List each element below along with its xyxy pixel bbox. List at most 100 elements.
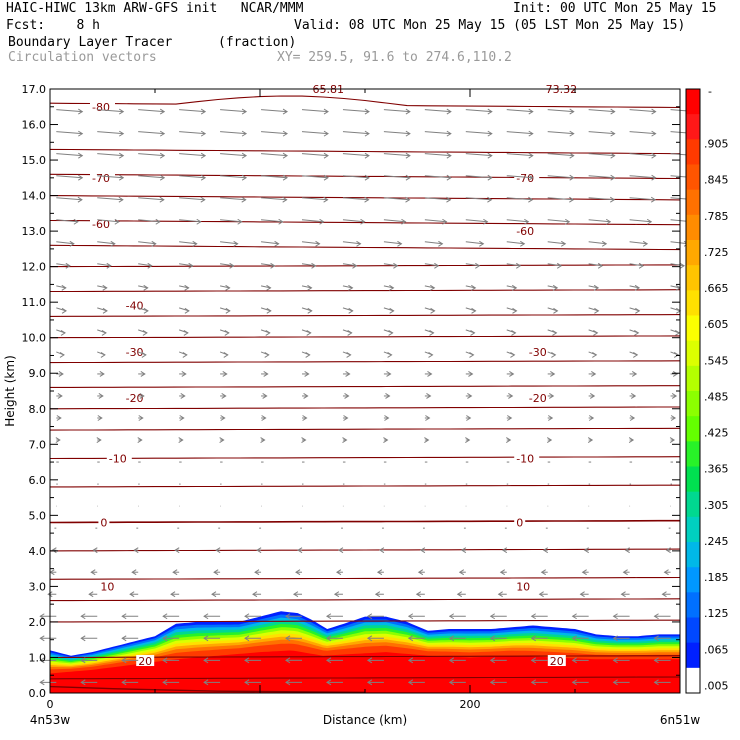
contour-label-bg (136, 655, 155, 667)
wind-vector (301, 197, 328, 201)
wind-vector (179, 131, 206, 135)
wind-vector-head (266, 307, 272, 314)
wind-vector-head (261, 415, 267, 421)
contour-label-bg (98, 516, 110, 528)
isotherm-line (50, 385, 680, 388)
wind-vector-head (233, 240, 239, 247)
wind-vector-head (405, 108, 411, 115)
wind-vector-head (260, 437, 266, 443)
wind-vector-head (407, 613, 414, 620)
wind-vector-head (581, 569, 587, 576)
wind-vector-head (97, 415, 103, 421)
contour-label: -30 (529, 346, 547, 359)
wind-vector-head (302, 415, 308, 421)
wind-vector (220, 109, 247, 113)
wind-vector (219, 285, 230, 289)
wind-vector-head (428, 351, 434, 358)
wind-vector-head (426, 393, 432, 399)
y-tick-label: 3.0 (29, 580, 47, 593)
contour-label-bg (90, 100, 115, 112)
wind-vector-head (628, 437, 635, 443)
wind-vector-head (405, 196, 411, 203)
wind-vector-head (379, 547, 385, 554)
wind-vector-head (282, 174, 288, 181)
wind-vector (220, 241, 238, 245)
wind-vector-head (159, 152, 166, 159)
wind-vector-head (39, 679, 45, 686)
colorbar-label: .425 (704, 427, 729, 440)
wind-vector (97, 219, 119, 223)
wind-vector-head (241, 108, 248, 115)
wind-vector-head (237, 218, 243, 225)
wind-vector-head (229, 262, 235, 269)
colorbar-label: .905 (704, 138, 729, 151)
wind-vector (261, 131, 288, 135)
wind-vector (56, 109, 83, 113)
contour-label: 20 (138, 655, 152, 668)
wind-vector-head (552, 329, 558, 336)
wind-vector-head (593, 329, 599, 336)
wind-vector-head (326, 657, 332, 664)
wind-vector-head (417, 569, 424, 576)
wind-vector-head (653, 635, 659, 642)
wind-vector-head (458, 569, 465, 576)
wind-vector-head (653, 613, 659, 620)
wind-vector-head (471, 284, 477, 291)
wind-vector-head (222, 371, 228, 377)
isotherm-line (49, 335, 681, 339)
colorbar-frame (685, 88, 701, 694)
wind-vector-head (499, 569, 506, 576)
colorbar-swatch (686, 441, 700, 467)
wind-vector (97, 263, 111, 267)
wind-vector (547, 131, 574, 135)
wind-vector (97, 153, 124, 157)
wind-vector (301, 285, 312, 289)
wind-vector-head (57, 393, 63, 399)
wind-vector (547, 263, 562, 267)
colorbar-swatch (686, 290, 700, 316)
wind-vector-head (501, 547, 508, 554)
wind-vector-head (254, 569, 260, 576)
wind-vector-head (266, 284, 272, 291)
wind-vector-head (348, 284, 354, 291)
wind-vector (465, 131, 492, 135)
wind-vector (465, 153, 492, 157)
wind-vector-head (159, 174, 166, 181)
wind-vector-head (571, 635, 577, 642)
wind-vector-head (560, 240, 567, 247)
wind-vector (97, 131, 124, 135)
wind-vector-head (508, 393, 514, 399)
colorbar-label: .665 (704, 282, 729, 295)
wind-vector-head (159, 196, 165, 203)
wind-vector-head (96, 437, 102, 443)
wind-vector (506, 109, 533, 113)
wind-vector-head (407, 679, 414, 686)
wind-vector (56, 131, 83, 135)
wind-vector (424, 197, 451, 201)
wind-vector-head (569, 108, 575, 115)
wind-vector-head (219, 437, 225, 443)
isotherm-line (49, 676, 681, 680)
wind-vector-head (147, 262, 153, 269)
wind-vector-head (142, 329, 148, 336)
wind-vector (342, 285, 353, 289)
wind-vector-head (98, 393, 104, 399)
wind-vector (424, 263, 439, 267)
wind-vector (424, 175, 451, 179)
wind-vector-head (323, 130, 329, 137)
colorbar-label: .605 (704, 318, 729, 331)
wind-vector (588, 175, 615, 179)
colorbar-label: .725 (704, 246, 729, 259)
wind-vector-head (593, 284, 600, 291)
wind-vector-head (631, 371, 638, 377)
wind-vector-head (192, 240, 198, 247)
x-axis-label: Distance (km) (323, 713, 407, 727)
wind-vector-head (673, 351, 680, 358)
wind-vector-head (162, 635, 168, 642)
y-tick-label: 2.0 (29, 616, 47, 629)
wind-vector-head (524, 218, 530, 225)
wind-vector (261, 219, 283, 223)
wind-vector-head (101, 329, 107, 336)
wind-vector-head (429, 329, 435, 336)
wind-vector (301, 263, 316, 267)
